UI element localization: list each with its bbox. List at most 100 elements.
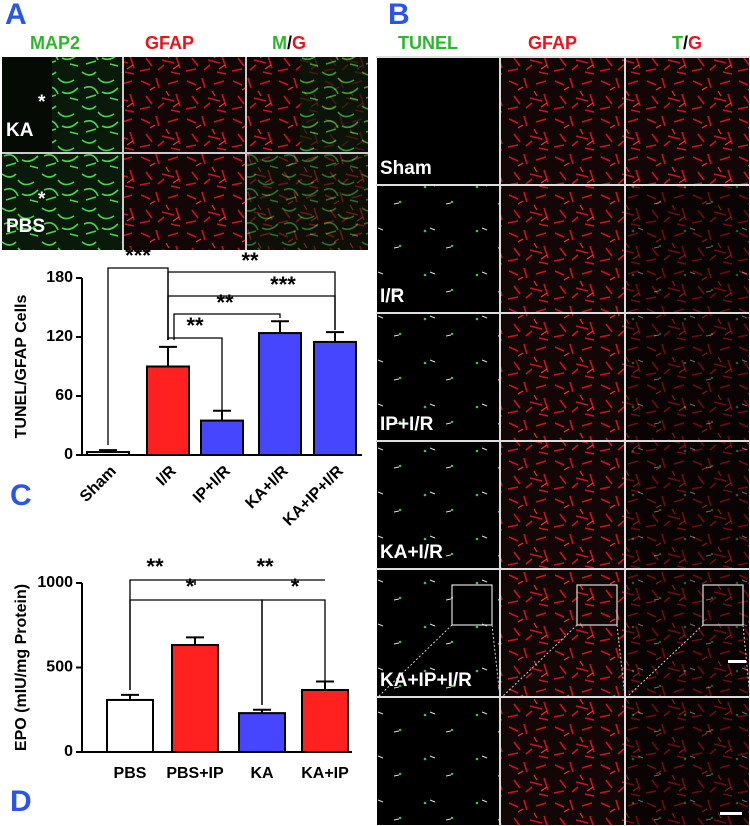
y-tick-label: 0: [64, 446, 73, 463]
x-tick-label: KA: [250, 765, 274, 782]
significance-label: **: [241, 248, 259, 273]
x-tick-label: PBS+IP: [166, 765, 224, 782]
y-axis-label: TUNEL/GFAP Cells: [13, 295, 30, 439]
zoom-lines: [377, 624, 750, 698]
merge-part: /: [287, 33, 292, 53]
merge-header: T/G: [672, 33, 702, 53]
merge-part: G: [292, 33, 306, 53]
micrograph: [2, 154, 122, 250]
micrograph: [377, 186, 499, 312]
x-tick-label: IP+I/R: [190, 462, 234, 506]
panel-label: D: [10, 785, 32, 818]
micrograph: [377, 58, 499, 184]
significance-bracket: [173, 313, 281, 340]
merge-part: T: [672, 33, 683, 53]
x-tick-label: KA+IP+I/R: [280, 462, 347, 529]
x-tick-label: KA+IP: [301, 765, 349, 782]
significance-bracket: [167, 295, 336, 340]
merge-part: M: [272, 33, 287, 53]
micrograph-grid-b: [376, 56, 750, 826]
micrograph: [377, 698, 499, 825]
column-header: GFAP: [145, 33, 194, 53]
bar: [238, 712, 286, 754]
micrograph: [626, 58, 749, 184]
bar: [301, 688, 349, 753]
bar: [106, 698, 154, 753]
bar: [86, 451, 130, 456]
x-tick-label: PBS: [114, 765, 147, 782]
panel-label: C: [10, 479, 32, 512]
asterisk: *: [38, 189, 46, 210]
significance-label: ***: [270, 272, 296, 297]
zoom-box: [576, 584, 618, 626]
micrograph: [377, 442, 499, 568]
row-label: KA+I/R: [380, 542, 443, 563]
significance-bracket: [167, 337, 223, 410]
significance-label: *: [291, 574, 300, 599]
micrograph: [501, 698, 624, 825]
panel-label: B: [388, 0, 410, 31]
micrograph: [300, 57, 368, 152]
x-tick-label: Sham: [77, 463, 120, 506]
y-tick-label: 60: [55, 387, 73, 404]
significance-label: **: [256, 554, 274, 579]
column-header: GFAP: [528, 33, 577, 53]
scale-bar: [720, 812, 742, 815]
merge-part: G: [688, 33, 702, 53]
bar: [171, 644, 219, 754]
asterisk: *: [38, 92, 46, 113]
row-label: IP+I/R: [380, 414, 434, 435]
bar: [313, 340, 357, 456]
row-label: I/R: [380, 286, 405, 307]
y-tick-label: 180: [46, 269, 73, 286]
x-tick-label: KA+I/R: [242, 462, 292, 512]
micrograph: [501, 58, 624, 184]
column-header: TUNEL: [398, 33, 458, 53]
micrograph: [377, 314, 499, 440]
row-label: KA+IP+I/R: [380, 670, 472, 691]
column-header: MAP2: [30, 33, 80, 53]
micrograph: [501, 186, 624, 312]
panel-label: A: [5, 0, 27, 31]
bar: [146, 365, 190, 456]
row-label: Sham: [380, 158, 432, 179]
micrograph: [124, 154, 245, 250]
scale-bar: [728, 660, 746, 663]
significance-label: **: [216, 290, 234, 315]
significance-label: **: [186, 313, 204, 338]
micrograph: [377, 570, 499, 696]
micrograph: [247, 154, 368, 250]
zoom-box: [702, 584, 744, 626]
merge-header: M/G: [272, 33, 306, 53]
grid-divider: [2, 57, 368, 250]
significance-bracket: [194, 579, 325, 585]
significance-label: **: [146, 554, 164, 579]
micrograph: [626, 186, 749, 312]
micrograph-grid-a: [2, 57, 368, 250]
x-tick-label: I/R: [153, 462, 180, 489]
bar: [200, 419, 244, 457]
micrograph: [501, 570, 624, 696]
significance-label: *: [186, 574, 195, 599]
micrograph: [626, 698, 749, 825]
y-tick-label: 1000: [37, 574, 73, 591]
micrograph: [626, 570, 749, 696]
zoom-box: [451, 584, 493, 626]
micrograph: [501, 314, 624, 440]
micrograph: [124, 57, 245, 152]
y-tick-label: 120: [46, 328, 73, 345]
micrograph: [501, 442, 624, 568]
y-tick-label: 500: [46, 659, 73, 676]
row-label: KA: [6, 120, 34, 141]
significance-label: ***: [125, 243, 151, 268]
bar: [258, 332, 302, 457]
row-label: PBS: [6, 216, 45, 237]
y-axis-label: EPO (mIU/mg Protein): [13, 584, 30, 751]
merge-part: /: [683, 33, 688, 53]
y-tick-label: 0: [64, 743, 73, 760]
micrograph: [2, 57, 52, 152]
micrograph: [626, 314, 749, 440]
significance-bracket: [261, 599, 326, 705]
micrograph: [626, 442, 749, 568]
